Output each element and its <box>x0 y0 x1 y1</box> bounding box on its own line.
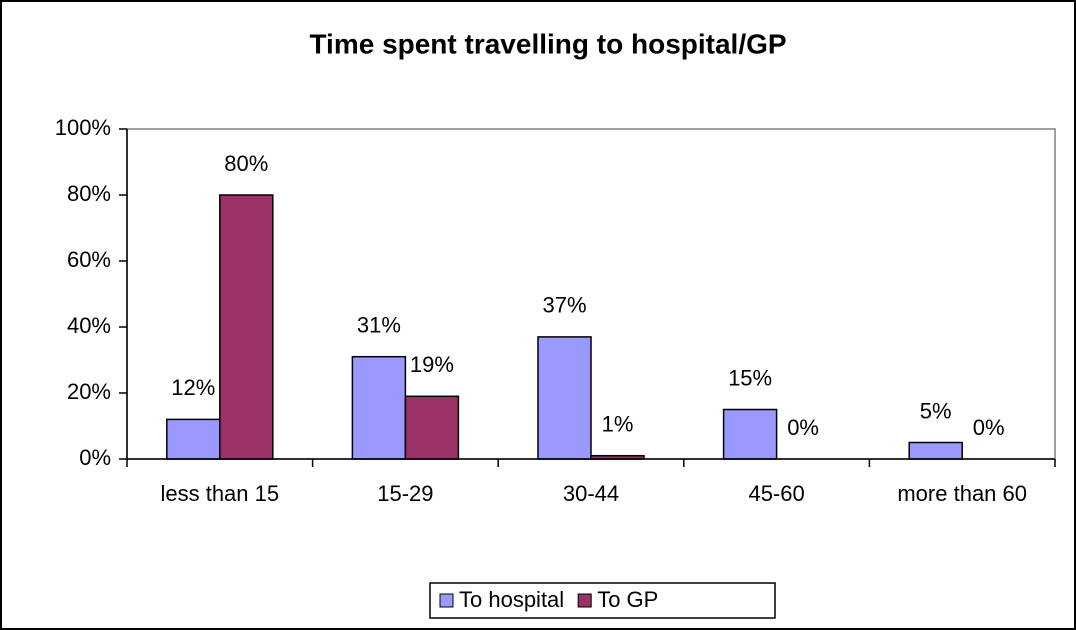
x-tick-label: 15-29 <box>377 481 434 506</box>
data-label: 1% <box>602 412 634 437</box>
y-tick-label: 40% <box>67 313 111 338</box>
legend-label: To GP <box>597 587 658 612</box>
data-label: 31% <box>357 313 401 338</box>
bar <box>537 336 592 460</box>
y-tick-label: 0% <box>79 445 111 470</box>
y-tick-label: 80% <box>67 181 111 206</box>
data-label: 15% <box>728 365 772 390</box>
x-tick-label: 30-44 <box>562 481 620 506</box>
data-label: 80% <box>224 151 268 176</box>
y-tick-label: 60% <box>67 247 111 272</box>
data-label: 19% <box>410 352 454 377</box>
y-tick-label: 100% <box>55 115 111 140</box>
legend-label: To hospital <box>459 587 564 612</box>
x-tick-label: more than 60 <box>897 481 1027 506</box>
bar <box>166 418 221 460</box>
x-tick-label: 45-60 <box>748 481 805 506</box>
data-label: 0% <box>973 415 1005 440</box>
bar <box>219 194 274 460</box>
data-label: 37% <box>542 293 586 318</box>
chart-title: Time spent travelling to hospital/GP <box>309 28 786 59</box>
y-tick-label: 20% <box>67 379 111 404</box>
x-tick-label: less than 15 <box>160 481 280 506</box>
bar <box>908 441 963 460</box>
legend-swatch <box>439 593 454 608</box>
data-label: 5% <box>920 398 952 423</box>
data-label: 12% <box>171 375 215 400</box>
bar <box>722 408 778 460</box>
bar <box>404 395 460 460</box>
bar <box>351 355 407 460</box>
data-label: 0% <box>787 415 819 440</box>
legend-swatch <box>577 593 592 608</box>
legend-box <box>429 582 776 619</box>
